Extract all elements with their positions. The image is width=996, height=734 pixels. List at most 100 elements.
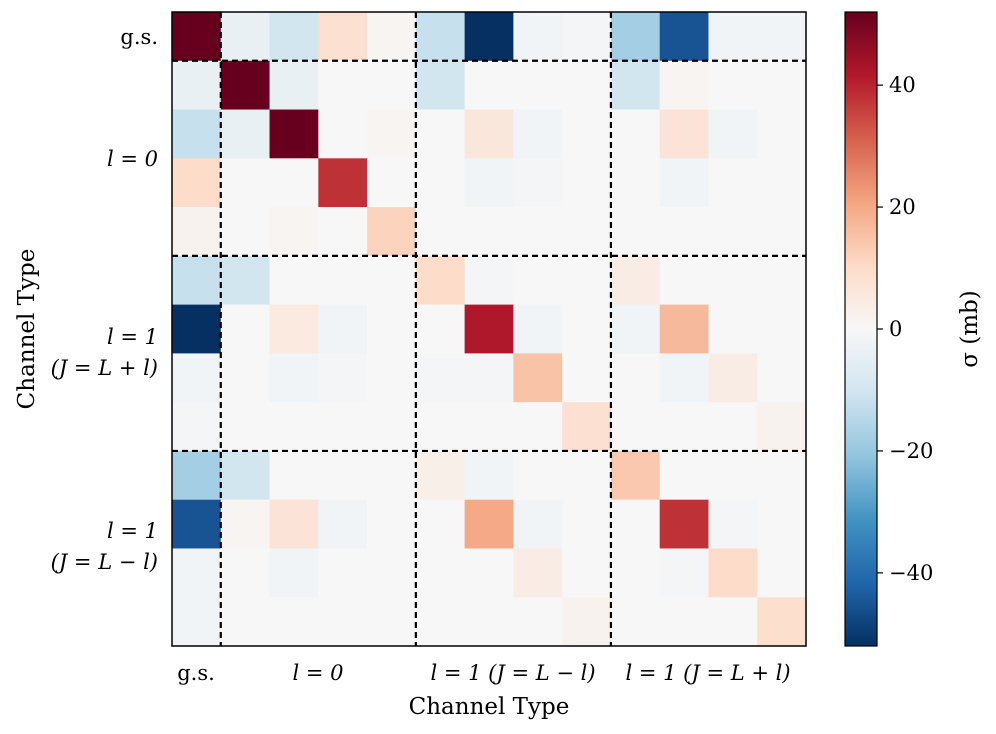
heatmap-cell bbox=[172, 450, 222, 501]
heatmap-cell bbox=[367, 402, 417, 452]
y-group-label-l1-plus-line2: (J = L + l) bbox=[51, 356, 158, 380]
group-divider-lines bbox=[172, 12, 806, 646]
heatmap-cell bbox=[610, 109, 661, 159]
heatmap-cell bbox=[172, 548, 222, 598]
heatmap-cell bbox=[220, 548, 271, 598]
x-group-label-l1-minus: l = 1 (J = L − l) bbox=[430, 661, 595, 685]
heatmap-cell bbox=[220, 597, 271, 647]
heatmap-cell bbox=[367, 158, 417, 208]
colorbar-tick-label: 40 bbox=[889, 73, 916, 97]
heatmap-cell bbox=[318, 109, 368, 159]
heatmap-cell bbox=[659, 548, 710, 598]
heatmap-cell bbox=[562, 109, 612, 159]
heatmap-cell bbox=[708, 109, 758, 159]
heatmap-cell bbox=[562, 353, 612, 403]
heatmap-cell bbox=[757, 60, 807, 111]
heatmap-cell bbox=[610, 255, 661, 306]
heatmap-cell bbox=[562, 12, 612, 62]
heatmap-cell bbox=[415, 597, 466, 647]
x-group-label-l1-plus: l = 1 (J = L + l) bbox=[625, 661, 790, 685]
heatmap-cell bbox=[172, 402, 222, 452]
heatmap-cell bbox=[172, 255, 222, 306]
heatmap-cell bbox=[318, 304, 368, 354]
colorbar bbox=[844, 11, 878, 647]
colorbar-tick-label: −20 bbox=[889, 439, 933, 463]
heatmap-cell bbox=[172, 499, 222, 550]
heatmap-cell bbox=[220, 450, 271, 501]
heatmap-cell bbox=[172, 158, 222, 208]
heatmap-cell bbox=[367, 548, 417, 598]
heatmap-cell bbox=[172, 304, 222, 354]
heatmap-cell bbox=[562, 499, 612, 550]
heatmap-cell bbox=[318, 353, 368, 403]
heatmap-cell bbox=[757, 304, 807, 354]
heatmap-cell bbox=[367, 207, 417, 257]
heatmap-cell bbox=[464, 207, 514, 257]
heatmap-cell bbox=[220, 304, 271, 354]
heatmap-cell bbox=[659, 60, 710, 111]
heatmap-cell bbox=[464, 548, 514, 598]
heatmap-cell bbox=[659, 353, 710, 403]
heatmap-cell bbox=[367, 499, 417, 550]
heatmap-cell bbox=[269, 402, 319, 452]
x-group-label-gs: g.s. bbox=[177, 661, 215, 685]
heatmap-cell bbox=[708, 548, 758, 598]
heatmap-cell bbox=[708, 255, 758, 306]
heatmap-cell bbox=[220, 109, 271, 159]
heatmap-cell bbox=[464, 499, 514, 550]
heatmap-cell bbox=[562, 207, 612, 257]
heatmap-cell bbox=[562, 548, 612, 598]
heatmap-cell bbox=[610, 402, 661, 452]
heatmap-cell bbox=[708, 12, 758, 62]
heatmap-cell bbox=[610, 12, 661, 62]
heatmap-cell bbox=[757, 597, 807, 647]
heatmap-cell bbox=[415, 353, 466, 403]
heatmap-cell bbox=[464, 450, 514, 501]
heatmap-cell bbox=[318, 597, 368, 647]
heatmap-cell bbox=[415, 499, 466, 550]
heatmap-cell bbox=[269, 207, 319, 257]
x-group-label-l0: l = 0 bbox=[292, 661, 343, 685]
heatmap-cell bbox=[464, 304, 514, 354]
heatmap-cell bbox=[269, 597, 319, 647]
heatmap-cell bbox=[464, 402, 514, 452]
heatmap-cell bbox=[172, 109, 222, 159]
heatmap-cell bbox=[513, 255, 563, 306]
heatmap-cell bbox=[708, 207, 758, 257]
y-group-label-l1-minus-line2: (J = L − l) bbox=[51, 550, 158, 574]
heatmap-cell bbox=[610, 60, 661, 111]
heatmap-cell bbox=[464, 158, 514, 208]
heatmap-cell bbox=[610, 548, 661, 598]
heatmap-cell bbox=[220, 158, 271, 208]
heatmap-cell bbox=[318, 255, 368, 306]
heatmap-cell bbox=[708, 353, 758, 403]
heatmap-cell bbox=[172, 597, 222, 647]
heatmap-cell bbox=[757, 255, 807, 306]
heatmap-cell bbox=[513, 207, 563, 257]
colorbar-ticks: 40 20 0 −20 −40 bbox=[877, 73, 933, 585]
heatmap-cell bbox=[708, 499, 758, 550]
heatmap-cell bbox=[415, 304, 466, 354]
heatmap-cell bbox=[708, 60, 758, 111]
heatmap-cell bbox=[367, 450, 417, 501]
heatmap-cell bbox=[172, 60, 222, 111]
heatmap-cell bbox=[220, 12, 271, 62]
heatmap-cell bbox=[415, 60, 466, 111]
heatmap-cell bbox=[610, 304, 661, 354]
heatmap-cell bbox=[367, 304, 417, 354]
colorbar-tick-label: 20 bbox=[889, 195, 916, 219]
heatmap-cell bbox=[513, 499, 563, 550]
heatmap-cell bbox=[318, 548, 368, 598]
heatmap-cell bbox=[172, 353, 222, 403]
heatmap-cell bbox=[318, 499, 368, 550]
heatmap-cell bbox=[513, 109, 563, 159]
heatmap-cell bbox=[659, 597, 710, 647]
x-axis-label: Channel Type bbox=[409, 694, 570, 720]
heatmap-cell bbox=[220, 499, 271, 550]
heatmap-cell bbox=[659, 450, 710, 501]
y-group-label-l1-plus-line1: l = 1 bbox=[107, 325, 158, 349]
heatmap-cell bbox=[318, 402, 368, 452]
heatmap-cell bbox=[562, 158, 612, 208]
heatmap-cell bbox=[220, 402, 271, 452]
heatmap-cell bbox=[464, 353, 514, 403]
